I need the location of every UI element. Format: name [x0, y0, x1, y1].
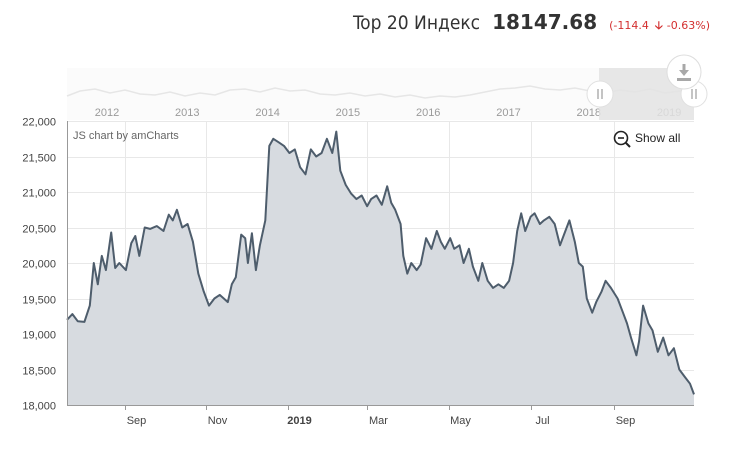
y-tick-label: 20,500 [22, 224, 56, 236]
navigator-scrollbar[interactable]: 20122013201420152016201720182019 [66, 68, 708, 120]
y-tick-label: 21,500 [22, 153, 56, 165]
down-arrow-icon: 🡣 [654, 19, 663, 32]
navigator-year-label: 2014 [255, 107, 279, 119]
y-tick-label: 20,000 [22, 259, 56, 271]
change-paren-open: ( [609, 19, 614, 32]
index-title: Top 20 Индекс [352, 12, 481, 34]
y-tick-label: 18,500 [22, 366, 56, 378]
navigator-year-label: 2015 [336, 107, 360, 119]
navigator-year-label: 2016 [416, 107, 440, 119]
navigator-year-label: 2018 [577, 107, 601, 119]
change-absolute: -114.4 [613, 19, 649, 32]
y-tick-label: 19,000 [22, 330, 56, 342]
y-tick-label: 19,500 [22, 295, 56, 307]
change-percent: -0.63% [666, 19, 706, 32]
amcharts-credit[interactable]: JS chart by amCharts [73, 130, 179, 142]
index-header: Top 20 Индекс 18147.68 (-114.4 🡣 -0.63%) [353, 10, 710, 38]
scrollbar-grip-icon [691, 89, 697, 99]
plot-area [66, 121, 695, 410]
x-tick-label: 2019 [287, 415, 311, 427]
export-menu-button[interactable] [666, 54, 702, 90]
x-tick-label: Mar [369, 415, 388, 427]
x-tick-label: Sep [127, 415, 147, 427]
change-paren-close: ) [705, 19, 710, 32]
y-tick-label: 18,000 [22, 401, 56, 413]
magnifier-minus-icon [613, 130, 631, 148]
y-tick-label: 21,000 [22, 188, 56, 200]
download-icon [677, 64, 691, 81]
navigator-left-grip[interactable] [586, 80, 614, 108]
navigator-year-label: 2013 [175, 107, 199, 119]
x-tick-label: Jul [535, 415, 549, 427]
index-change: (-114.4 🡣 -0.63%) [609, 17, 710, 36]
series-line[interactable] [66, 130, 695, 395]
show-all-button[interactable]: Show all [606, 126, 688, 150]
x-tick-label: Nov [208, 415, 228, 427]
x-tick-label: May [450, 415, 471, 427]
x-axis-labels: Sep Nov 2019 Mar May Jul Sep [127, 415, 636, 427]
index-value: 18147.68 [492, 10, 598, 34]
navigator-year-label: 2012 [95, 107, 119, 119]
series-area [67, 131, 694, 405]
y-axis-labels: 18,000 18,500 19,000 19,500 20,000 20,500 21,0… [22, 117, 56, 413]
x-tick-label: Sep [616, 415, 636, 427]
scrollbar-grip-icon [597, 89, 603, 99]
y-tick-label: 22,000 [22, 117, 56, 129]
navigator-year-label: 2017 [496, 107, 520, 119]
show-all-label[interactable]: Show all [635, 131, 680, 145]
